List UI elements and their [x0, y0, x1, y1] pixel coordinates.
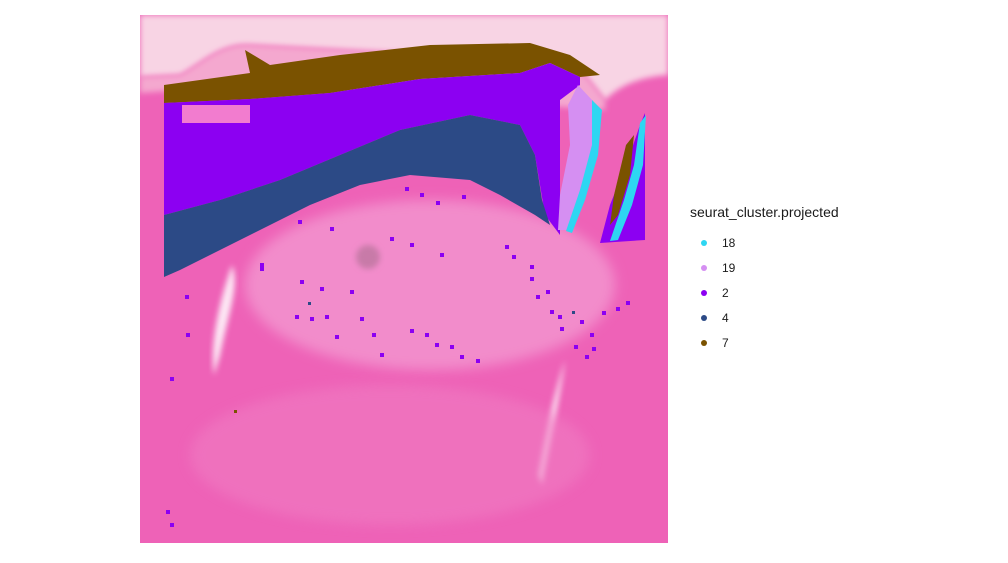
spot-cluster-2: [320, 287, 324, 291]
legend-item-18: 18: [690, 230, 839, 255]
legend-key-18: [701, 239, 707, 246]
spot-cluster-2: [310, 317, 314, 321]
spot-cluster-2: [626, 301, 630, 305]
legend-key-2: [701, 289, 707, 296]
spot-cluster-2: [450, 345, 454, 349]
spot-cluster-2: [550, 310, 554, 314]
tissue-white-streak-left: [212, 265, 235, 375]
spot-cluster-2: [390, 237, 394, 241]
spot-cluster-2: [536, 295, 540, 299]
spot-cluster-2: [462, 195, 466, 199]
legend-label-4: 4: [722, 310, 729, 325]
spot-cluster-2: [405, 187, 409, 191]
cluster-7-region: [164, 43, 600, 103]
tissue-light-region: [245, 200, 615, 370]
legend-title: seurat_cluster.projected: [690, 204, 839, 220]
tissue-lower-texture: [190, 385, 590, 525]
legend: seurat_cluster.projected 18 19 2 4 7: [690, 204, 839, 355]
spot-cluster-2: [425, 333, 429, 337]
spot-cluster-2: [580, 320, 584, 324]
spot-cluster-2: [436, 201, 440, 205]
spot-cluster-2: [546, 290, 550, 294]
spot-cluster-2: [410, 243, 414, 247]
spot-cluster-2: [440, 253, 444, 257]
legend-label-2: 2: [722, 285, 729, 300]
spot-cluster-2: [410, 329, 414, 333]
spot-cluster-2: [185, 295, 189, 299]
spot-cluster-2: [590, 333, 594, 337]
spot-cluster-2: [592, 347, 596, 351]
spot-cluster-2: [360, 317, 364, 321]
spot-cluster-2: [602, 311, 606, 315]
spot-cluster-2: [380, 353, 384, 357]
cluster-4-region: [164, 115, 550, 277]
scattered-spots: [166, 187, 630, 527]
spot-cluster-2: [295, 315, 299, 319]
legend-label-7: 7: [722, 335, 729, 350]
spot-cluster-2: [372, 333, 376, 337]
spot-cluster-2: [325, 315, 329, 319]
spot-cluster-2: [260, 267, 264, 271]
cluster-19-band: [558, 85, 595, 230]
cluster-7-right-edge: [610, 135, 634, 225]
spot-cluster-2: [460, 355, 464, 359]
legend-label-18: 18: [722, 235, 736, 250]
tissue-upper-pale-region: [140, 15, 668, 100]
spot-cluster-2: [585, 355, 589, 359]
legend-label-19: 19: [722, 260, 736, 275]
legend-item-2: 2: [690, 280, 839, 305]
spot-cluster-2: [574, 345, 578, 349]
spot-cluster-2: [335, 335, 339, 339]
spot-cluster-2: [330, 227, 334, 231]
legend-item-19: 19: [690, 255, 839, 280]
spot-cluster-2: [476, 359, 480, 363]
spot-cluster-2: [350, 290, 354, 294]
spot-cluster-2: [616, 307, 620, 311]
tissue-spatial-plot: [140, 15, 668, 543]
spot-cluster-2: [186, 333, 190, 337]
spot-cluster-2: [298, 220, 302, 224]
legend-key-19: [701, 264, 707, 271]
spot-cluster-2: [166, 510, 170, 514]
cortex-spot-layers: [164, 43, 646, 277]
spot-cluster-2: [558, 315, 562, 319]
spot-cluster-2: [435, 343, 439, 347]
legend-key-7: [701, 339, 707, 346]
cluster-2-region: [164, 63, 580, 235]
spot-cluster-2: [530, 277, 534, 281]
cluster-gap-region: [182, 105, 250, 123]
spot-cluster-2: [560, 327, 564, 331]
legend-item-7: 7: [690, 330, 839, 355]
spot-cluster-4: [572, 311, 575, 314]
spot-cluster-7: [234, 410, 237, 413]
legend-item-4: 4: [690, 305, 839, 330]
spot-cluster-2: [530, 265, 534, 269]
spot-cluster-4: [308, 302, 311, 305]
spot-cluster-2: [420, 193, 424, 197]
cluster-18-right-strip: [610, 115, 646, 241]
legend-key-4: [701, 314, 707, 321]
spot-cluster-2: [170, 523, 174, 527]
tissue-dark-spot: [356, 245, 380, 269]
spot-cluster-2: [300, 280, 304, 284]
spot-cluster-2: [170, 377, 174, 381]
cluster-18-band: [566, 100, 602, 233]
spatial-plot-panel: [140, 15, 668, 543]
spot-cluster-2: [260, 263, 264, 267]
spot-cluster-2: [512, 255, 516, 259]
spot-cluster-2: [505, 245, 509, 249]
